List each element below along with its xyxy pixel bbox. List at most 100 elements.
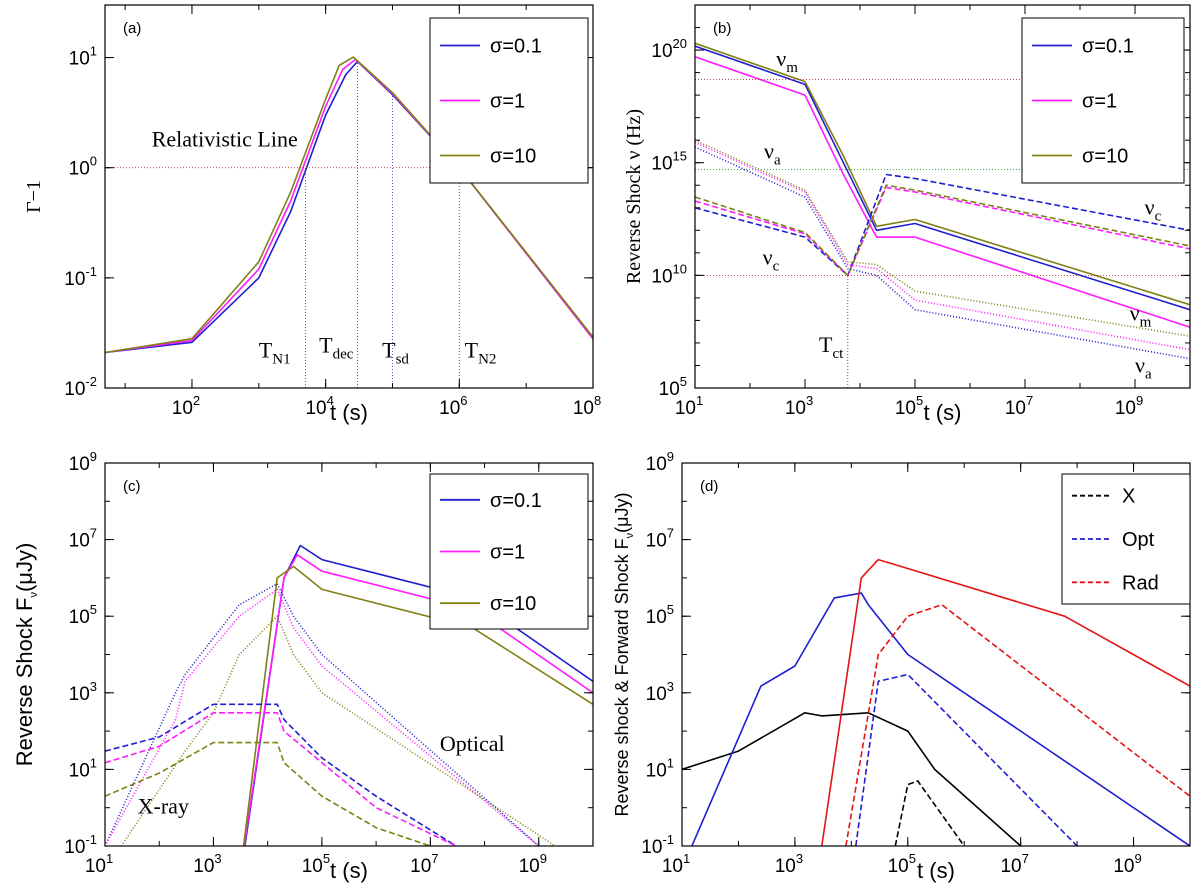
panel-label: (c) <box>123 478 141 495</box>
series-line-curve-4 <box>855 673 1078 846</box>
x-tick-base: 10 <box>675 398 696 419</box>
annotation-1: TN1 <box>259 337 291 367</box>
x-tick-exponent: 9 <box>1135 851 1142 866</box>
x-tick-base: 10 <box>193 856 214 877</box>
x-tick-exponent: 5 <box>909 851 916 866</box>
y-tick-base: 10 <box>646 531 667 552</box>
y-tick-base: 10 <box>64 837 85 858</box>
y-tick-exponent: 7 <box>667 526 674 541</box>
legend-label: σ=10 <box>1082 146 1128 168</box>
x-tick-exponent: 3 <box>806 393 813 408</box>
x-tick-label: 103 <box>193 851 221 877</box>
y-tick-base: 10 <box>646 607 667 628</box>
y-axis-label: Reverse shock & Forward Shock Fν(μJy) <box>612 493 636 817</box>
panel-label: (d) <box>700 478 718 495</box>
x-tick-label: 101 <box>675 393 703 419</box>
y-tick-label: 105 <box>646 602 674 628</box>
panel-label: (a) <box>123 20 141 37</box>
annotation-1: νa <box>764 139 781 169</box>
annotation-2: νc <box>763 245 780 275</box>
annotation-2-sub: c <box>773 259 780 275</box>
x-tick-exponent: 5 <box>916 393 923 408</box>
y-tick-exponent: 7 <box>90 526 97 541</box>
series-line-10 <box>695 42 1190 306</box>
y-tick-base: 10 <box>646 454 667 475</box>
series-line-curve-5 <box>695 184 1190 277</box>
x-tick-exponent: 2 <box>193 393 200 408</box>
series-line-curve-3 <box>695 173 1190 277</box>
y-tick-base: 10 <box>69 159 90 180</box>
annotation-1-main: ν <box>764 139 774 164</box>
series-line-Opt <box>691 592 1190 846</box>
y-tick-exponent: -2 <box>85 374 97 389</box>
y-tick-label: 107 <box>69 526 97 552</box>
y-axis-label: Γ−1 <box>23 180 45 213</box>
annotation-3: νc <box>1145 195 1162 225</box>
y-tick-base: 10 <box>69 49 90 70</box>
x-tick-base: 10 <box>1000 856 1021 877</box>
y-tick-exponent: 10 <box>673 261 687 276</box>
y-tick-label: 107 <box>646 526 674 552</box>
annotation-2-main: ν <box>763 245 773 270</box>
series-line-10 <box>105 56 593 354</box>
x-tick-exponent: 9 <box>1136 393 1143 408</box>
y-tick-label: 1010 <box>651 261 687 287</box>
y-tick-exponent: 9 <box>667 449 674 464</box>
x-tick-base: 10 <box>85 856 106 877</box>
y-tick-base: 10 <box>651 266 672 287</box>
x-tick-exponent: 8 <box>594 393 601 408</box>
annotation-0: νm <box>776 46 798 76</box>
y-axis-label-sub: ν <box>624 532 636 538</box>
x-tick-label: 101 <box>85 851 113 877</box>
legend-label: σ=0.1 <box>1082 36 1134 58</box>
x-axis-label: t (s) <box>330 400 368 425</box>
y-tick-exponent: 20 <box>673 36 687 51</box>
y-tick-label: 101 <box>646 755 674 781</box>
x-tick-exponent: 1 <box>106 851 113 866</box>
y-tick-base: 10 <box>69 760 90 781</box>
annotation-0: Relativistic Line <box>152 127 298 152</box>
y-tick-exponent: 3 <box>667 679 674 694</box>
x-tick-exponent: 9 <box>540 851 547 866</box>
series-line-curve-5 <box>845 603 1190 846</box>
annotation-2-main: X-ray <box>138 794 189 819</box>
annotation-3-main: ν <box>1145 195 1155 220</box>
series-line-Rad <box>821 558 1190 846</box>
x-tick-base: 10 <box>439 398 460 419</box>
series-line-curve-4 <box>695 186 1190 277</box>
x-tick-label: 108 <box>573 393 601 419</box>
series-group <box>682 558 1190 846</box>
x-tick-label: 107 <box>1000 851 1028 877</box>
y-tick-base: 10 <box>69 454 90 475</box>
annotation-6-main: T <box>819 332 833 357</box>
x-tick-label: 107 <box>1005 393 1033 419</box>
annotation-1-sub: N1 <box>272 351 290 367</box>
x-tick-base: 10 <box>1115 398 1136 419</box>
x-tick-label: 104 <box>305 393 333 419</box>
y-tick-base: 10 <box>69 684 90 705</box>
annotation-4: νm <box>1130 300 1152 330</box>
y-tick-label: 109 <box>69 449 97 475</box>
y-axis-label: Reverse Shock Fν(μJy) <box>12 543 40 767</box>
x-tick-label: 106 <box>439 393 467 419</box>
x-tick-base: 10 <box>1005 398 1026 419</box>
x-tick-base: 10 <box>895 398 916 419</box>
y-tick-base: 10 <box>659 379 680 400</box>
y-tick-base: 10 <box>651 154 672 175</box>
series-line-curve-7 <box>105 711 457 846</box>
x-tick-exponent: 7 <box>1026 393 1033 408</box>
y-tick-exponent: 5 <box>667 602 674 617</box>
y-tick-exponent: 1 <box>667 755 674 770</box>
series-line-X <box>682 711 1022 846</box>
legend-label: σ=0.1 <box>490 490 542 512</box>
x-tick-exponent: 1 <box>696 393 703 408</box>
series-line-curve-7 <box>695 141 1190 351</box>
legend-label: X <box>1122 486 1135 508</box>
series-line-curve-5 <box>120 615 556 846</box>
legend-label: σ=10 <box>490 146 536 168</box>
legend: X Opt Rad <box>1061 473 1191 605</box>
y-tick-label: 1020 <box>651 36 687 62</box>
y-axis-label-sub: ν <box>28 592 40 598</box>
x-tick-base: 10 <box>172 398 193 419</box>
